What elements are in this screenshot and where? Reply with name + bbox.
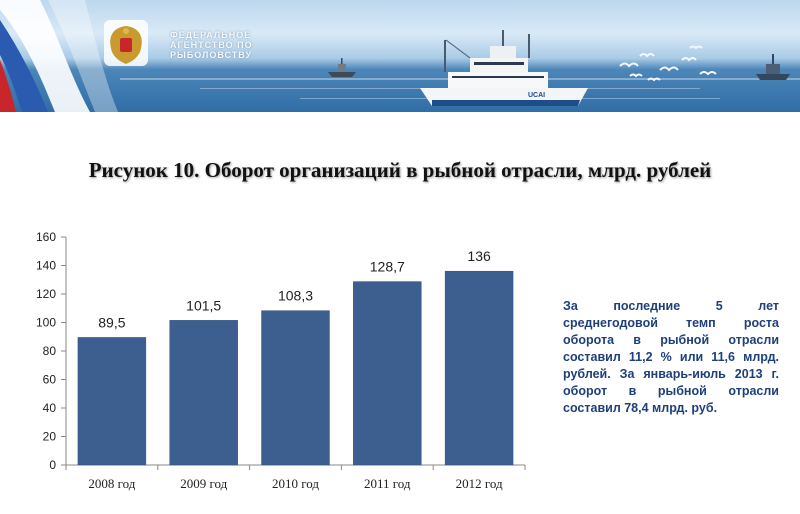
y-tick-label: 60 bbox=[43, 373, 57, 387]
ship-marking: UCAI bbox=[528, 92, 545, 99]
data-label: 136 bbox=[467, 248, 491, 264]
distant-boat-icon bbox=[328, 58, 356, 77]
y-tick-label: 160 bbox=[36, 230, 56, 244]
y-tick-label: 40 bbox=[43, 401, 57, 415]
banner-illustration: UCAI bbox=[0, 0, 800, 112]
bar bbox=[77, 337, 147, 466]
y-tick-label: 100 bbox=[36, 316, 56, 330]
x-tick-label: 2009 год bbox=[180, 476, 227, 491]
bar bbox=[353, 281, 422, 466]
bar bbox=[444, 270, 514, 466]
y-tick-label: 20 bbox=[43, 430, 57, 444]
data-label: 108,3 bbox=[278, 288, 313, 304]
ship-icon: UCAI bbox=[420, 30, 588, 106]
y-tick-label: 120 bbox=[36, 287, 56, 301]
bar bbox=[261, 310, 330, 466]
x-tick-label: 2012 год bbox=[456, 476, 503, 491]
emblem-icon bbox=[104, 20, 148, 66]
y-tick-label: 0 bbox=[49, 458, 56, 472]
y-tick-label: 80 bbox=[43, 344, 57, 358]
y-axis: 0 20 40 60 80 100 120 140 160 bbox=[36, 230, 67, 472]
x-tick-label: 2010 год bbox=[272, 476, 319, 491]
header-banner: UCAI ФЕДЕРАЛЬНОЕ АГЕНТСТВО ПО РЫБОЛОВСТВ… bbox=[0, 0, 800, 112]
bar bbox=[169, 320, 238, 466]
agency-name: ФЕДЕРАЛЬНОЕ АГЕНТСТВО ПО РЫБОЛОВСТВУ bbox=[170, 30, 253, 60]
y-tick-label: 140 bbox=[36, 259, 56, 273]
data-label: 101,5 bbox=[186, 297, 221, 313]
flag-stripes bbox=[0, 0, 118, 112]
x-tick-label: 2008 год bbox=[88, 476, 135, 491]
chart-title: Рисунок 10. Оборот организаций в рыбной … bbox=[88, 158, 712, 182]
x-axis: 2008 год 2009 год 2010 год 2011 год 2012 год bbox=[65, 464, 526, 491]
x-tick-label: 2011 год bbox=[364, 476, 411, 491]
data-label: 128,7 bbox=[370, 259, 405, 275]
bars bbox=[77, 270, 514, 466]
data-label: 89,5 bbox=[98, 314, 125, 330]
data-labels: 89,5 101,5 108,3 128,7 136 bbox=[98, 248, 491, 330]
distant-ship-icon bbox=[756, 54, 790, 80]
seagulls-icon bbox=[619, 45, 717, 82]
annotation-text: За последние 5 лет среднегодовой темп ро… bbox=[563, 299, 779, 415]
